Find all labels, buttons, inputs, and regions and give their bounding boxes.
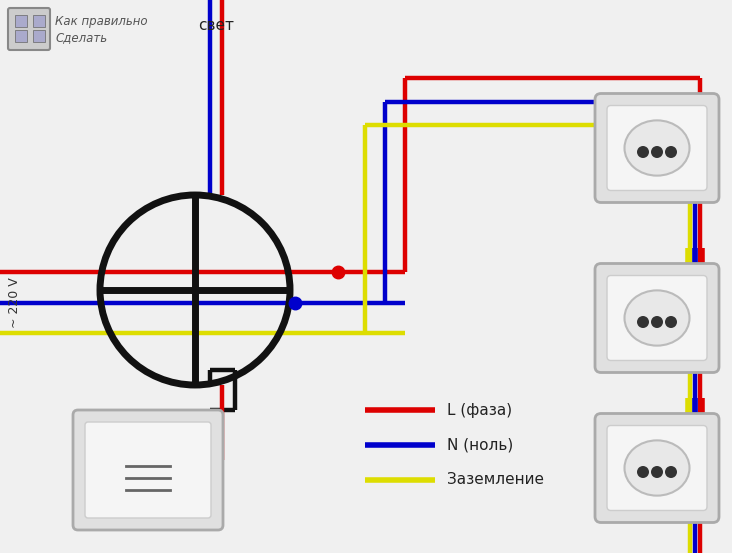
Text: ~ 220 V: ~ 220 V <box>7 278 20 328</box>
Circle shape <box>651 316 663 328</box>
Text: свет: свет <box>198 18 234 33</box>
FancyBboxPatch shape <box>33 15 45 27</box>
Circle shape <box>665 146 677 158</box>
FancyBboxPatch shape <box>607 106 707 190</box>
Circle shape <box>637 466 649 478</box>
FancyBboxPatch shape <box>15 30 27 42</box>
Circle shape <box>651 466 663 478</box>
FancyBboxPatch shape <box>595 263 719 373</box>
FancyBboxPatch shape <box>33 30 45 42</box>
FancyBboxPatch shape <box>73 410 223 530</box>
FancyBboxPatch shape <box>607 425 707 510</box>
Circle shape <box>637 146 649 158</box>
Ellipse shape <box>624 290 690 346</box>
Ellipse shape <box>624 440 690 495</box>
Circle shape <box>637 316 649 328</box>
FancyBboxPatch shape <box>595 414 719 523</box>
Text: N (ноль): N (ноль) <box>447 437 513 452</box>
Circle shape <box>665 466 677 478</box>
Text: L (фаза): L (фаза) <box>447 403 512 418</box>
FancyBboxPatch shape <box>8 8 50 50</box>
FancyBboxPatch shape <box>607 275 707 361</box>
Text: Сделать: Сделать <box>55 32 107 44</box>
FancyBboxPatch shape <box>15 15 27 27</box>
Ellipse shape <box>624 121 690 176</box>
Text: Как правильно: Как правильно <box>55 15 148 29</box>
FancyBboxPatch shape <box>85 422 211 518</box>
Text: Заземление: Заземление <box>447 472 544 488</box>
Circle shape <box>651 146 663 158</box>
Circle shape <box>665 316 677 328</box>
FancyBboxPatch shape <box>595 93 719 202</box>
